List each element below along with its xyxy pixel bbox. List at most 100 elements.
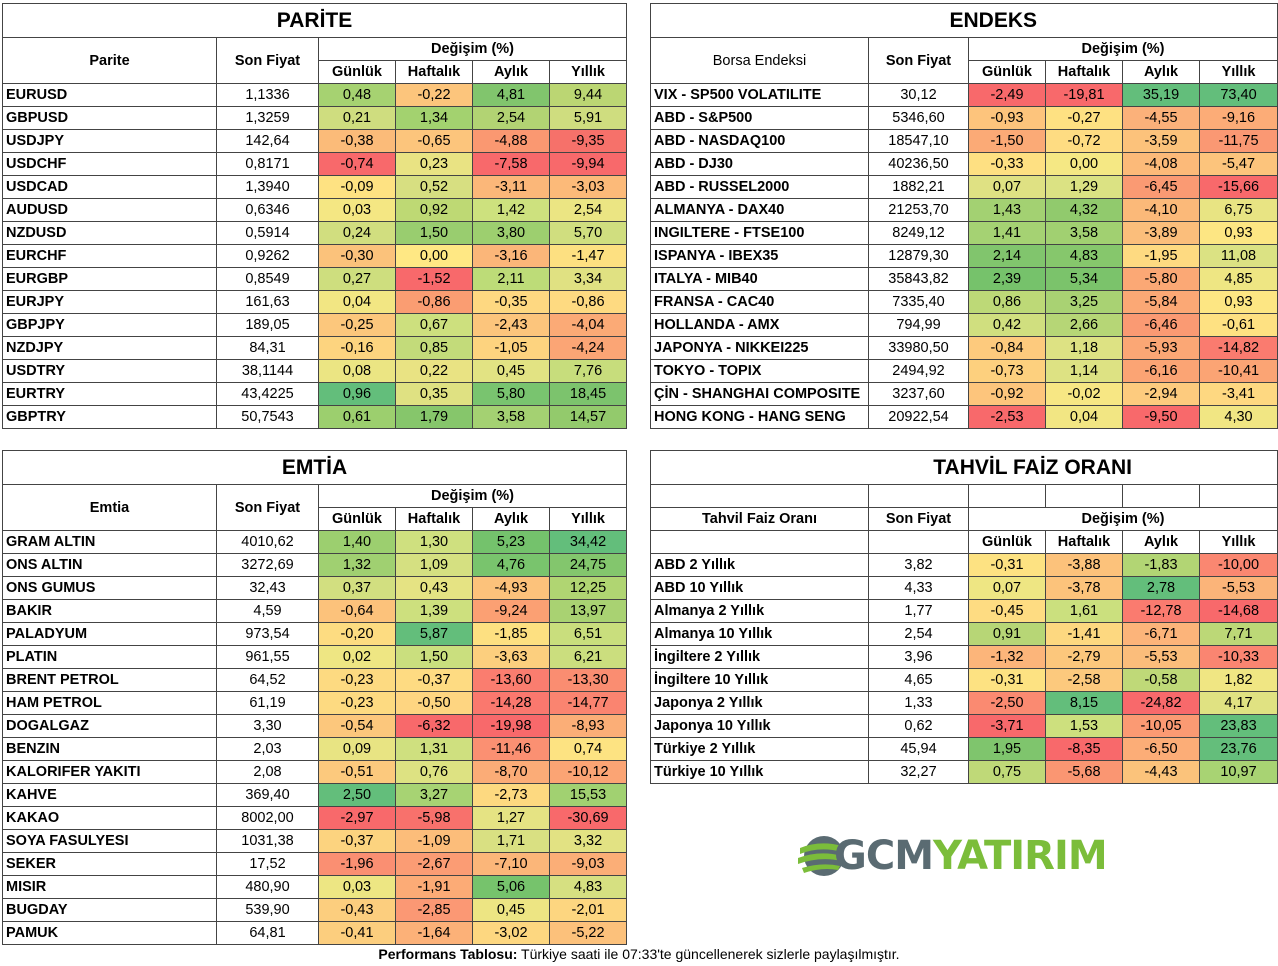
change-cell: 0,23 — [395, 152, 473, 176]
table-row: PAMUK 64,81 -0,41 -1,64 -3,02 -5,22 — [2, 921, 628, 945]
change-cell: 2,39 — [968, 267, 1046, 291]
change-cell: 6,21 — [548, 645, 628, 669]
row-price: 0,62 — [868, 714, 969, 738]
table-row: VIX - SP500 VOLATILITE 30,12 -2,49 -19,81 35… — [650, 83, 1278, 107]
change-cell: 0,37 — [318, 576, 396, 600]
row-name: DOGALGAZ — [2, 714, 217, 738]
change-cell: 3,27 — [395, 783, 473, 807]
row-name: Japonya 2 Yıllık — [650, 691, 869, 715]
row-price: 1,3940 — [216, 175, 319, 199]
emtia-title: EMTİA — [1, 450, 628, 485]
table-row: Almanya 2 Yıllık 1,77 -0,45 1,61 -12,78 -14,6… — [650, 599, 1278, 623]
change-cell: 0,09 — [318, 737, 396, 761]
change-cell: -6,16 — [1122, 359, 1200, 383]
change-cell: 1,82 — [1198, 668, 1278, 692]
change-cell: 0,03 — [318, 875, 396, 899]
change-cell: -13,30 — [548, 668, 628, 692]
change-cell: 1,32 — [318, 553, 396, 577]
change-cell: -10,41 — [1198, 359, 1278, 383]
change-cell: 0,02 — [318, 645, 396, 669]
change-cell: -1,05 — [472, 336, 550, 360]
change-cell: -3,03 — [548, 175, 628, 199]
row-price: 794,99 — [868, 313, 969, 337]
change-cell: 0,86 — [968, 290, 1046, 314]
tahvil-title: TAHVİL FAİZ ORANI — [649, 450, 1278, 485]
row-name: PALADYUM — [2, 622, 217, 646]
row-name: EURGBP — [2, 267, 217, 291]
change-cell: -0,64 — [318, 599, 396, 623]
change-cell: -1,41 — [1045, 622, 1123, 646]
change-cell: 0,45 — [472, 898, 550, 922]
parite-col-change: Değişim (%) — [317, 37, 628, 61]
row-price: 4010,62 — [216, 530, 319, 554]
table-row: KALORIFER YAKITI 2,08 -0,51 0,76 -8,70 -10,12 — [2, 760, 628, 784]
change-cell: 73,40 — [1198, 83, 1278, 107]
row-name: ONS ALTIN — [2, 553, 217, 577]
tahvil-col-price: Son Fiyat — [868, 507, 969, 531]
table-row: PALADYUM 973,54 -0,20 5,87 -1,85 6,51 — [2, 622, 628, 646]
change-cell: 2,50 — [318, 783, 396, 807]
change-cell: 0,75 — [968, 760, 1046, 784]
table-row: Japonya 10 Yıllık 0,62 -3,71 1,53 -10,05 23,8… — [650, 714, 1278, 738]
table-row: BUGDAY 539,90 -0,43 -2,85 0,45 -2,01 — [2, 898, 628, 922]
change-cell: -7,58 — [472, 152, 550, 176]
change-cell: -1,32 — [968, 645, 1046, 669]
row-name: GRAM ALTIN — [2, 530, 217, 554]
row-name: USDJPY — [2, 129, 217, 153]
change-cell: -9,94 — [548, 152, 628, 176]
endeks-period-1: Haftalık — [1045, 60, 1123, 84]
change-cell: -0,54 — [318, 714, 396, 738]
change-cell: -6,32 — [395, 714, 473, 738]
table-row: GBPTRY 50,7543 0,61 1,79 3,58 14,57 — [2, 405, 628, 429]
change-cell: 14,57 — [548, 405, 628, 429]
change-cell: -6,45 — [1122, 175, 1200, 199]
change-cell: 0,03 — [318, 198, 396, 222]
change-cell: -19,81 — [1045, 83, 1123, 107]
change-cell: 5,34 — [1045, 267, 1123, 291]
change-cell: -14,77 — [548, 691, 628, 715]
row-name: BRENT PETROL — [2, 668, 217, 692]
row-name: EURJPY — [2, 290, 217, 314]
change-cell: 0,35 — [395, 382, 473, 406]
change-cell: 4,76 — [472, 553, 550, 577]
change-cell: -10,33 — [1198, 645, 1278, 669]
row-name: USDCAD — [2, 175, 217, 199]
change-cell: -0,61 — [1198, 313, 1278, 337]
change-cell: -2,94 — [1122, 382, 1200, 406]
change-cell: 7,76 — [548, 359, 628, 383]
parite-period-2: Aylık — [472, 60, 550, 84]
change-cell: -0,33 — [968, 152, 1046, 176]
row-price: 43,4225 — [216, 382, 319, 406]
table-row: BAKIR 4,59 -0,64 1,39 -9,24 13,97 — [2, 599, 628, 623]
row-price: 189,05 — [216, 313, 319, 337]
table-row: Almanya 10 Yıllık 2,54 0,91 -1,41 -6,71 7,71 — [650, 622, 1278, 646]
change-cell: 35,19 — [1122, 83, 1200, 107]
change-cell: 2,66 — [1045, 313, 1123, 337]
change-cell: 0,67 — [395, 313, 473, 337]
row-price: 20922,54 — [868, 405, 969, 429]
change-cell: 24,75 — [548, 553, 628, 577]
change-cell: 1,31 — [395, 737, 473, 761]
change-cell: 4,83 — [1045, 244, 1123, 268]
change-cell: -5,53 — [1122, 645, 1200, 669]
change-cell: 0,21 — [318, 106, 396, 130]
table-row: ABD 2 Yıllık 3,82 -0,31 -3,88 -1,83 -10,00 — [650, 553, 1278, 577]
table-row: USDCHF 0,8171 -0,74 0,23 -7,58 -9,94 — [2, 152, 628, 176]
globe-icon — [798, 836, 842, 876]
table-row: GBPUSD 1,3259 0,21 1,34 2,54 5,91 — [2, 106, 628, 130]
row-price: 21253,70 — [868, 198, 969, 222]
change-cell: 13,97 — [548, 599, 628, 623]
table-row: Türkiye 10 Yıllık 32,27 0,75 -5,68 -4,43 10,9… — [650, 760, 1278, 784]
change-cell: -5,53 — [1198, 576, 1278, 600]
row-name: HOLLANDA - AMX — [650, 313, 869, 337]
change-cell: 0,93 — [1198, 290, 1278, 314]
change-cell: -0,72 — [1045, 129, 1123, 153]
table-row: HOLLANDA - AMX 794,99 0,42 2,66 -6,46 -0,61 — [650, 313, 1278, 337]
emtia-table: EMTİA Emtia Son Fiyat Değişim (%) Günlük… — [1, 450, 628, 945]
change-cell: -0,86 — [548, 290, 628, 314]
row-name: Türkiye 2 Yıllık — [650, 737, 869, 761]
change-cell: -1,09 — [395, 829, 473, 853]
row-name: NZDJPY — [2, 336, 217, 360]
change-cell: 0,27 — [318, 267, 396, 291]
change-cell: 1,29 — [1045, 175, 1123, 199]
